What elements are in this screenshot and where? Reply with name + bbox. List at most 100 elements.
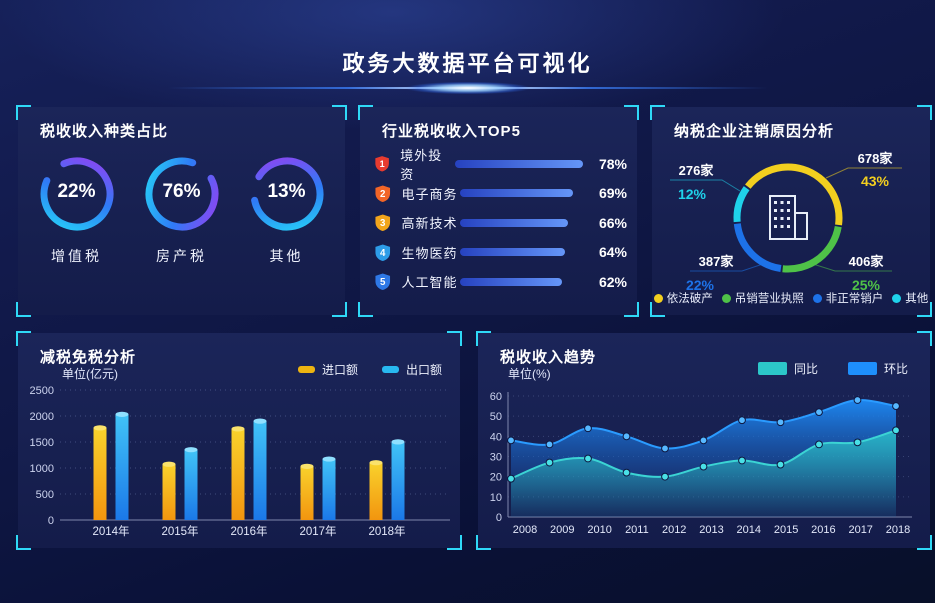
rank-badge-icon: 3 bbox=[375, 214, 391, 232]
legend-item[interactable]: 出口额 bbox=[381, 361, 442, 378]
legend-dot-icon bbox=[892, 293, 902, 303]
industry-bar bbox=[454, 159, 583, 168]
svg-text:2011: 2011 bbox=[625, 524, 649, 536]
legend-label: 非正常销户 bbox=[825, 293, 884, 305]
legend-item[interactable]: 进口额 bbox=[297, 361, 358, 378]
import-bar bbox=[300, 466, 314, 520]
export-bar bbox=[253, 421, 267, 520]
grouped-bar-chart: 0 500 1000 1500 2000 2500 2014年 2015年 2016年 2017年… bbox=[30, 385, 450, 538]
export-bar bbox=[322, 459, 336, 520]
slice-count: 678家 bbox=[858, 151, 894, 166]
corner-bracket bbox=[332, 302, 347, 317]
panel-title: 税收收入种类占比 bbox=[40, 123, 169, 140]
legend-label: 环比 bbox=[883, 362, 908, 376]
svg-text:2013: 2013 bbox=[699, 524, 723, 536]
export-bar bbox=[391, 441, 405, 520]
unit-label: 单位(%) bbox=[508, 367, 551, 381]
svg-text:2016: 2016 bbox=[811, 524, 835, 536]
legend-label: 同比 bbox=[793, 362, 818, 376]
ring-percent: 22% bbox=[57, 181, 96, 202]
ring-label: 其他 bbox=[269, 248, 304, 264]
legend-item[interactable]: 环比 bbox=[847, 360, 908, 377]
donut-legend: 依法破产 吊销营业执照 非正常销户 其他 bbox=[652, 290, 930, 306]
industry-bar bbox=[460, 218, 569, 227]
legend-item[interactable]: 非正常销户 bbox=[812, 290, 884, 306]
ring-label: 房产税 bbox=[156, 248, 207, 264]
svg-text:2014年: 2014年 bbox=[92, 524, 129, 538]
svg-text:1: 1 bbox=[380, 159, 385, 169]
svg-text:50: 50 bbox=[490, 411, 502, 423]
corner-bracket bbox=[332, 105, 347, 120]
industry-label: 人工智能 bbox=[401, 275, 458, 291]
title-glow-divider bbox=[168, 82, 768, 94]
corner-bracket bbox=[624, 105, 639, 120]
svg-text:10: 10 bbox=[490, 492, 502, 504]
corner-bracket bbox=[16, 302, 31, 317]
corner-bracket bbox=[358, 302, 373, 317]
panel-tax-reduction: 减税免税分析 单位(亿元) 进口额 出口额 0 500 1000 1500 2000 250… bbox=[16, 331, 462, 550]
svg-text:2500: 2500 bbox=[30, 385, 54, 397]
slice-percent: 12% bbox=[678, 186, 707, 202]
legend-dot-icon bbox=[721, 293, 731, 303]
top5-row: 2 电子商务 69% bbox=[374, 179, 627, 209]
svg-text:0: 0 bbox=[496, 512, 502, 524]
industry-percent: 66% bbox=[598, 214, 627, 231]
import-bar bbox=[231, 428, 245, 520]
progress-rings: 22% 增值税 76% 房产税 13% 其他 bbox=[24, 155, 339, 266]
svg-text:2018: 2018 bbox=[886, 524, 910, 536]
ring-svg bbox=[40, 157, 113, 231]
legend-item[interactable]: 同比 bbox=[757, 360, 818, 377]
corner-bracket bbox=[917, 105, 932, 120]
svg-text:2008: 2008 bbox=[513, 524, 537, 536]
svg-text:2014: 2014 bbox=[737, 524, 761, 536]
slice-percent: 43% bbox=[861, 173, 890, 189]
top5-list: 1 境外投资 78% 2 电子商务 69% 3 高新技术 66% 4 生物医药 64% 5 人工智能 62% bbox=[374, 148, 627, 297]
industry-label: 电子商务 bbox=[401, 186, 458, 202]
panel-tax-trend: 税收收入趋势 单位(%) 同比 环比 0 10 20 30 40 50 60 2008 2009 2… bbox=[476, 331, 932, 550]
slice-percent: 25% bbox=[852, 277, 881, 293]
legend-swatch-icon bbox=[847, 362, 877, 375]
panel-tax-type: 税收收入种类占比 22% 增值税 76% 房产税 13% 其他 bbox=[16, 105, 347, 317]
svg-text:500: 500 bbox=[36, 489, 54, 501]
import-bar bbox=[162, 464, 176, 520]
ring-svg bbox=[250, 157, 323, 231]
ring-percent: 13% bbox=[267, 181, 306, 202]
panel-title: 减税免税分析 bbox=[40, 349, 137, 366]
ring-gauge: 22% bbox=[38, 155, 116, 233]
industry-label: 高新技术 bbox=[401, 216, 458, 232]
legend-swatch-icon bbox=[757, 362, 787, 375]
panel-title: 行业税收收入TOP5 bbox=[382, 123, 521, 140]
slice-count: 276家 bbox=[679, 163, 715, 178]
panel-title: 纳税企业注销原因分析 bbox=[674, 123, 835, 140]
export-bar bbox=[184, 449, 198, 520]
svg-text:2015: 2015 bbox=[774, 524, 798, 536]
legend-item[interactable]: 依法破产 bbox=[653, 290, 713, 306]
bar-track bbox=[454, 159, 583, 168]
legend-swatch-icon bbox=[381, 366, 399, 373]
bar-track bbox=[460, 277, 583, 286]
legend-label: 其他 bbox=[905, 293, 929, 305]
legend-dot-icon bbox=[653, 293, 663, 303]
corner-bracket bbox=[16, 105, 31, 120]
trend-chart-legend: 同比 环比 bbox=[757, 360, 908, 377]
legend-label: 出口额 bbox=[405, 363, 442, 377]
svg-text:60: 60 bbox=[490, 391, 502, 403]
svg-text:2009: 2009 bbox=[550, 524, 574, 536]
top5-row: 3 高新技术 66% bbox=[374, 208, 627, 238]
import-bar bbox=[369, 462, 383, 520]
svg-text:20: 20 bbox=[490, 472, 502, 484]
corner-bracket bbox=[650, 105, 665, 120]
industry-percent: 64% bbox=[598, 244, 627, 261]
building-icon bbox=[769, 195, 808, 240]
top5-row: 5 人工智能 62% bbox=[374, 267, 627, 297]
svg-text:5: 5 bbox=[380, 277, 386, 288]
svg-text:3: 3 bbox=[380, 218, 386, 229]
legend-item[interactable]: 吊销营业执照 bbox=[721, 290, 804, 306]
top5-row: 1 境外投资 78% bbox=[374, 148, 627, 182]
svg-text:2018年: 2018年 bbox=[368, 524, 405, 538]
bar-track bbox=[460, 248, 583, 257]
slice-percent: 22% bbox=[686, 277, 715, 293]
legend-item[interactable]: 其他 bbox=[892, 290, 928, 306]
svg-text:2000: 2000 bbox=[30, 411, 54, 423]
